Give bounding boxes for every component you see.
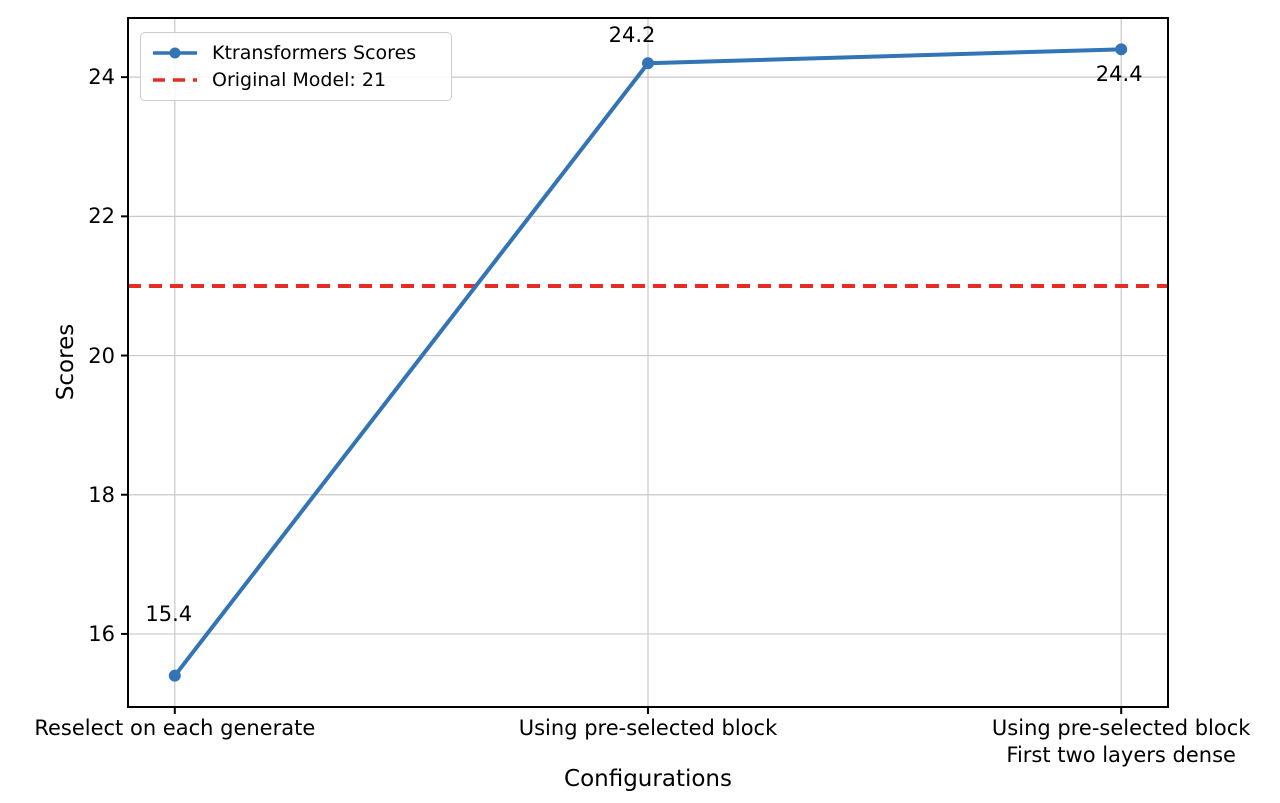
y-axis-label: Scores bbox=[53, 323, 79, 401]
x-tick-label: Reselect on each generate bbox=[34, 716, 316, 740]
y-tick-label: 24 bbox=[88, 65, 115, 90]
x-tick-label: Using pre-selected block First two layers… bbox=[991, 716, 1251, 767]
y-tick-label: 20 bbox=[88, 343, 115, 368]
dashed-line-swatch-icon bbox=[153, 78, 197, 82]
y-tick-label: 16 bbox=[88, 621, 115, 646]
legend-series-label: Ktransformers Scores bbox=[212, 41, 417, 64]
data-point-label: 15.4 bbox=[145, 601, 193, 626]
legend-item-reference: Original Model: 21 bbox=[151, 67, 439, 94]
x-tick-label: Using pre-selected block bbox=[518, 716, 778, 740]
line-marker-swatch-icon bbox=[153, 47, 197, 59]
legend-reference-label: Original Model: 21 bbox=[212, 69, 387, 92]
y-tick-label: 22 bbox=[88, 204, 115, 229]
x-axis-label: Configurations bbox=[564, 766, 732, 792]
data-point-label: 24.4 bbox=[1095, 62, 1143, 87]
data-point-marker bbox=[1115, 43, 1128, 56]
legend: Ktransformers Scores Original Model: 21 bbox=[140, 32, 452, 101]
data-point-marker bbox=[642, 57, 654, 70]
data-point-label: 24.2 bbox=[608, 23, 656, 48]
data-point-marker bbox=[168, 669, 181, 682]
legend-item-series: Ktransformers Scores bbox=[151, 39, 439, 66]
y-tick-label: 18 bbox=[88, 482, 115, 507]
